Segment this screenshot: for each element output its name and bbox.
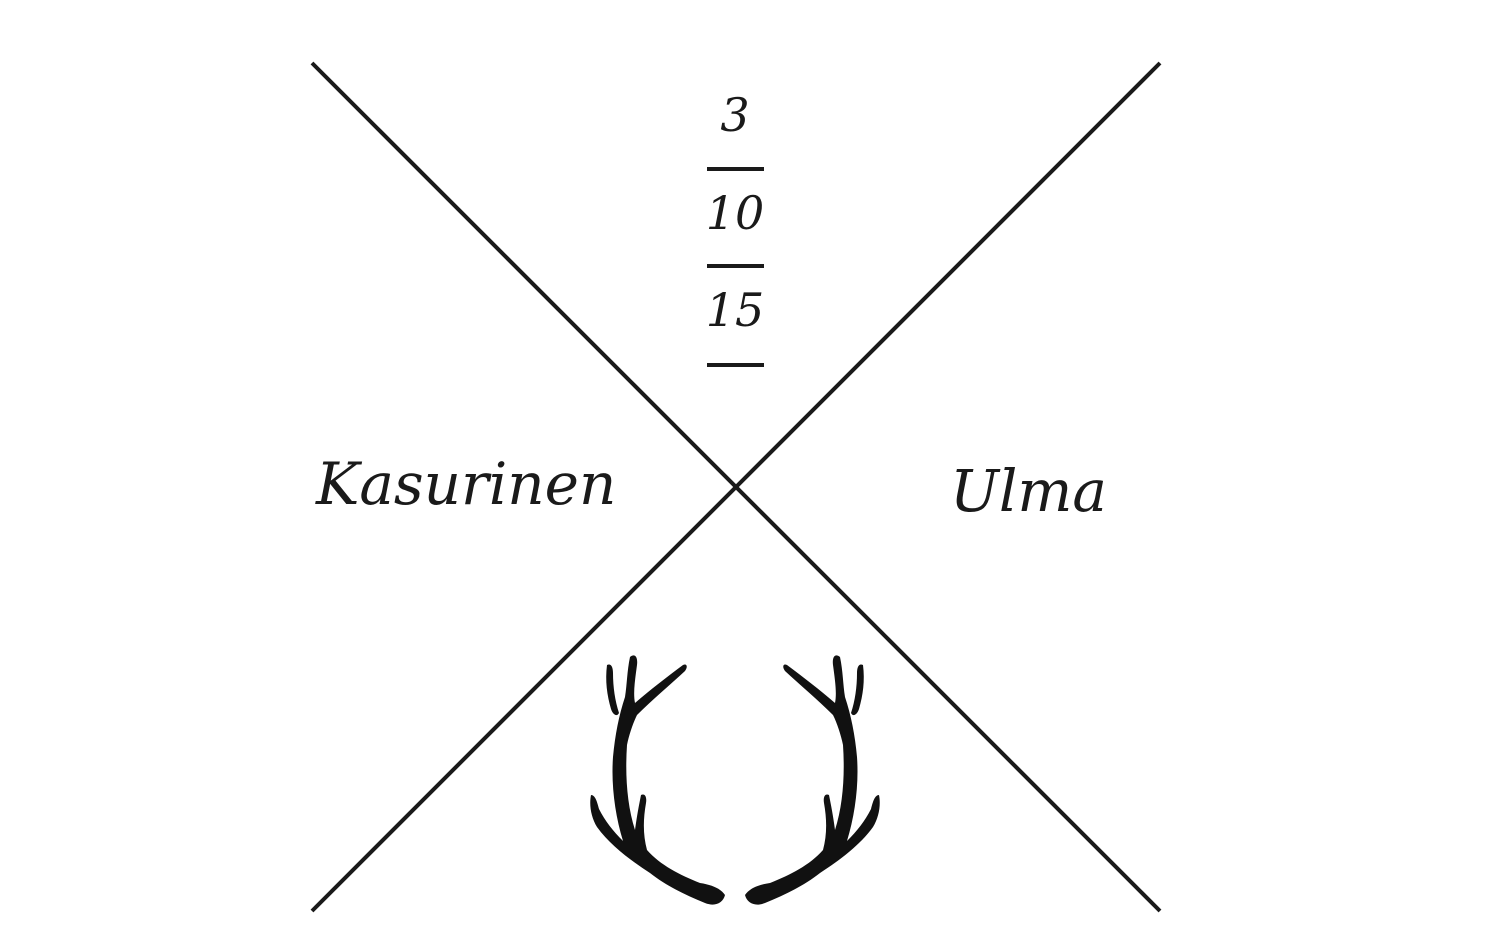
date-divider-1 <box>707 167 764 171</box>
antlers-icon <box>590 655 880 905</box>
diagonal-line-ascending <box>310 61 1162 913</box>
date-divider-2 <box>707 264 764 268</box>
date-month: 10 <box>705 186 765 240</box>
date-day: 3 <box>720 88 750 142</box>
date-year: 15 <box>705 283 765 337</box>
date-divider-3 <box>707 363 764 367</box>
name-right: Ulma <box>950 457 1108 525</box>
name-left: Kasurinen <box>316 450 617 518</box>
